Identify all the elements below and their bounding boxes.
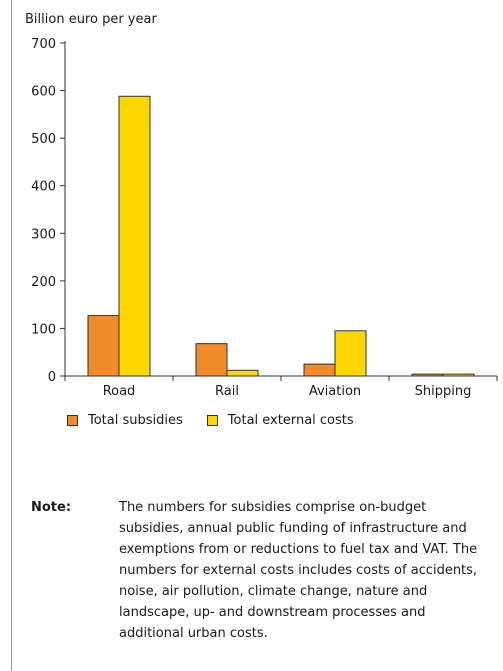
- chart-legend: Total subsidies Total external costs: [67, 413, 378, 428]
- left-border-rule: [11, 0, 12, 671]
- bar-road-external-costs: [118, 95, 151, 377]
- legend-item-external-costs: Total external costs: [206, 413, 354, 428]
- x-tick-label: Shipping: [415, 384, 472, 399]
- legend-label-external-costs: Total external costs: [227, 413, 354, 428]
- x-tick-label: Rail: [215, 384, 239, 399]
- bar-aviation-subsidies: [303, 363, 336, 377]
- y-tick-label: 200: [31, 275, 56, 290]
- legend-label-subsidies: Total subsidies: [88, 413, 183, 428]
- bar-rail-subsidies: [195, 343, 228, 377]
- y-tick-label: 700: [31, 37, 56, 52]
- x-tick-label: Aviation: [309, 384, 361, 399]
- y-tick-label: 300: [31, 227, 56, 242]
- x-tick-label: Road: [103, 384, 136, 399]
- y-tick-label: 500: [31, 132, 56, 147]
- chart-note: Note: The numbers for subsidies comprise…: [31, 497, 501, 644]
- y-tick-label: 0: [48, 370, 56, 385]
- bar-aviation-external-costs: [334, 330, 367, 377]
- note-label: Note:: [31, 500, 72, 515]
- bar-rail-external-costs: [226, 369, 259, 377]
- y-tick-label: 600: [31, 85, 56, 100]
- bar-road-subsidies: [87, 315, 120, 377]
- legend-swatch-subsidies: [67, 415, 78, 426]
- y-axis-label: Billion euro per year: [25, 12, 157, 27]
- legend-swatch-external-costs: [206, 415, 218, 426]
- y-tick-label: 400: [31, 180, 56, 195]
- y-tick-label: 100: [31, 322, 56, 337]
- note-text: The numbers for subsidies comprise on-bu…: [119, 500, 478, 641]
- bar-chart: 0 100 200 300 400 500 600 700 Road Rail Aviation Sh…: [31, 37, 498, 399]
- legend-item-subsidies: Total subsidies: [67, 413, 183, 428]
